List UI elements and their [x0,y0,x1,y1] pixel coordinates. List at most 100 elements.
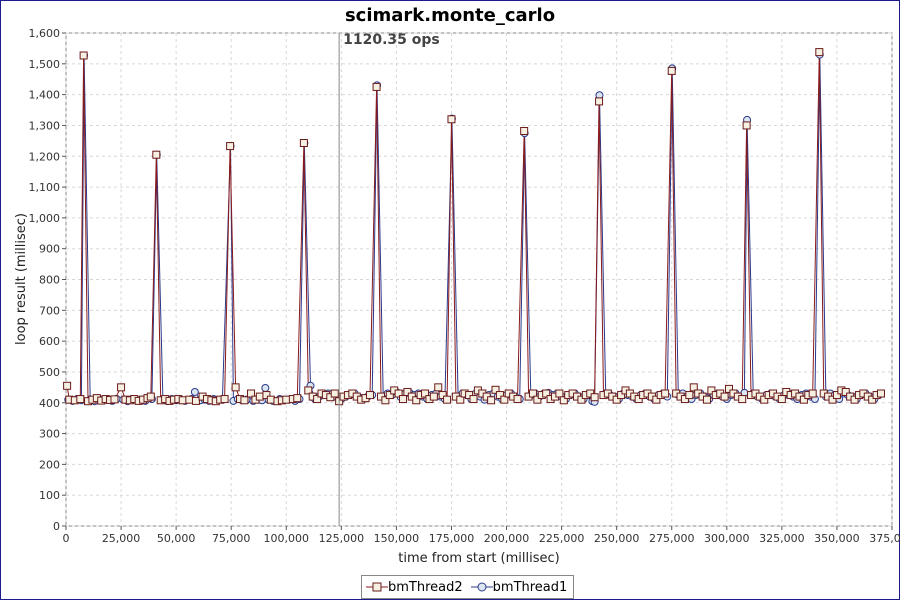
data-point-bmthread2 [828,395,837,404]
data-point-bmthread2 [491,385,500,394]
data-point-bmthread2 [465,391,474,400]
x-axis-label: time from start (millisec) [398,551,559,566]
data-point-bmthread2 [500,395,509,404]
data-point-bmthread2 [495,391,504,400]
square-marker-icon [366,582,388,592]
data-point-bmthread2 [381,396,390,405]
data-point-bmthread2 [178,396,187,405]
data-point-bmthread2 [555,389,564,398]
data-point-bmthread2 [652,395,661,404]
y-tick-label: 1,400 [29,89,61,102]
x-tick-label: 250,000 [594,532,640,545]
legend-label: bmThread2 [388,579,463,595]
data-point-bmthread2 [868,395,877,404]
y-tick-label: 800 [39,274,60,287]
annotation-layer: 1120.35 ops [338,32,440,526]
data-point-bmthread2 [617,391,626,400]
data-point-bmthread2 [689,383,698,392]
data-point-bmthread2 [469,395,478,404]
data-point-bmthread2 [79,51,88,60]
data-point-bmthread2 [850,395,859,404]
data-point-bmthread2 [799,395,808,404]
x-tick-label: 225,000 [539,532,585,545]
data-point-bmthread2 [255,392,264,401]
data-point-bmthread2 [685,391,694,400]
data-point-bmthread2 [63,381,72,390]
y-tick-label: 1,600 [29,27,61,40]
y-tick-label: 1,500 [29,58,61,71]
y-tick-label: 1,000 [29,212,61,225]
legend: bmThread2 bmThread1 [361,575,575,599]
data-point-bmthread2 [533,395,542,404]
x-tick-label: 200,000 [484,532,530,545]
legend-item-bmthread1: bmThread1 [470,580,567,595]
data-point-bmthread2 [707,386,716,395]
data-point-bmthread1 [261,383,270,392]
data-point-bmthread2 [220,395,229,404]
data-point-bmthread2 [738,395,747,404]
y-tick-label: 200 [39,458,60,471]
data-point-bmthread2 [110,395,119,404]
data-point-bmthread2 [146,392,155,401]
y-axis: 0 100 200 300 400 500 600 700 800 900 1,000 1,100 1,… [29,27,66,533]
x-tick-label: 175,000 [429,532,475,545]
x-tick-label: 300,000 [704,532,750,545]
data-point-bmthread2 [577,395,586,404]
data-point-bmthread2 [832,391,841,400]
y-tick-label: 0 [53,520,60,533]
x-tick-label: 100,000 [264,532,310,545]
data-point-bmthread2 [372,82,381,91]
annotation-label: 1120.35 ops [343,32,440,48]
y-tick-label: 400 [39,397,60,410]
data-point-bmthread2 [76,395,85,404]
x-tick-label: 125,000 [319,532,365,545]
y-tick-label: 900 [39,243,60,256]
data-point-bmthread2 [559,396,568,405]
data-point-bmthread2 [808,389,817,398]
data-point-bmthread2 [590,393,599,402]
data-point-bmthread1 [190,387,199,396]
data-point-bmthread2 [680,395,689,404]
x-axis: 0 25,000 50,000 75,000 100,000 125,000 150,000… [63,526,900,545]
x-tick-label: 150,000 [374,532,420,545]
data-point-bmthread2 [447,115,456,124]
grid-lines [65,32,893,527]
data-point-bmthread2 [760,395,769,404]
data-point-bmthread2 [293,394,302,403]
data-point-bmthread2 [226,142,235,151]
y-tick-label: 300 [39,428,60,441]
data-point-bmthread2 [313,395,322,404]
data-point-bmthread2 [725,384,734,393]
x-tick-label: 350,000 [814,532,860,545]
data-point-bmthread2 [513,395,522,404]
x-tick-label: 25,000 [102,532,141,545]
legend-item-bmthread2: bmThread2 [366,580,463,595]
data-point-bmthread2 [330,389,339,398]
x-tick-label: 0 [63,532,70,545]
data-point-bmthread2 [240,396,249,405]
x-tick-label: 375,000 [869,532,900,545]
x-tick-label: 275,000 [649,532,695,545]
data-point-bmthread2 [777,395,786,404]
data-point-bmthread2 [520,126,529,135]
data-point-bmthread2 [247,389,256,398]
data-point-bmthread2 [702,395,711,404]
data-point-bmthread2 [421,389,430,398]
data-point-bmthread2 [282,395,291,404]
data-point-bmthread2 [231,383,240,392]
data-point-bmthread2 [185,395,194,404]
data-point-bmthread2 [412,396,421,405]
data-point-bmthread2 [612,395,621,404]
y-tick-label: 1,200 [29,150,61,163]
x-tick-label: 50,000 [157,532,196,545]
data-point-bmthread2 [443,395,452,404]
data-point-bmthread2 [661,389,670,398]
data-point-bmthread2 [456,395,465,404]
y-tick-label: 1,100 [29,181,61,194]
data-point-bmthread2 [487,396,496,405]
data-point-bmthread2 [841,387,850,396]
chart-title: scimark.monte_carlo [344,5,556,26]
series-markers [63,48,885,406]
y-tick-label: 500 [39,366,60,379]
